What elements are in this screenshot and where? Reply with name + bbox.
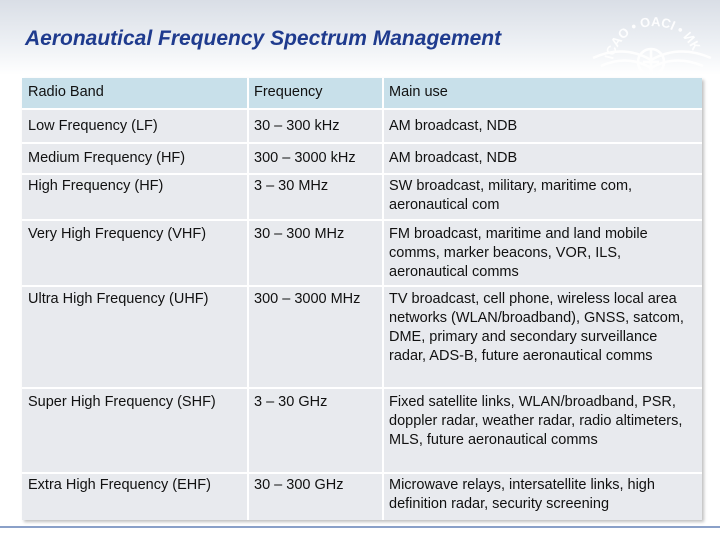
frequency-cell: 30 – 300 GHz <box>254 477 344 493</box>
use-cell: FM broadcast, maritime and land mobile c… <box>389 226 648 280</box>
table-row: Super High Frequency (SHF) 3 – 30 GHz Fi… <box>22 389 702 474</box>
header-radio-band: Radio Band <box>28 84 104 100</box>
use-cell: Microwave relays, intersatellite links, … <box>389 477 655 512</box>
table-row: Very High Frequency (VHF) 30 – 300 MHz F… <box>22 221 702 287</box>
frequency-cell: 30 – 300 MHz <box>254 226 345 242</box>
frequency-table: Radio Band Frequency Main use Low Freque… <box>22 78 702 520</box>
header-main-use: Main use <box>389 84 448 100</box>
table-row: High Frequency (HF) 3 – 30 MHz SW broadc… <box>22 175 702 221</box>
column-divider <box>382 78 384 520</box>
use-cell: Fixed satellite links, WLAN/broadband, P… <box>389 394 683 448</box>
footer-rule <box>0 526 720 528</box>
frequency-cell: 30 – 300 kHz <box>254 118 340 134</box>
band-cell: Ultra High Frequency (UHF) <box>28 291 209 307</box>
band-cell: Medium Frequency (HF) <box>28 150 186 166</box>
table-row: Low Frequency (LF) 30 – 300 kHz AM broad… <box>22 110 702 144</box>
use-cell: AM broadcast, NDB <box>389 150 518 166</box>
band-cell: Very High Frequency (VHF) <box>28 226 207 242</box>
use-cell: TV broadcast, cell phone, wireless local… <box>389 291 684 364</box>
band-cell: Low Frequency (LF) <box>28 118 158 134</box>
table-row: Ultra High Frequency (UHF) 300 – 3000 MH… <box>22 287 702 389</box>
table-header-row: Radio Band Frequency Main use <box>22 78 702 110</box>
table-row: Medium Frequency (HF) 300 – 3000 kHz AM … <box>22 144 702 175</box>
frequency-cell: 3 – 30 GHz <box>254 394 328 410</box>
frequency-cell: 300 – 3000 kHz <box>254 150 356 166</box>
frequency-cell: 300 – 3000 MHz <box>254 291 361 307</box>
slide-title: Aeronautical Frequency Spectrum Manageme… <box>25 27 502 50</box>
column-divider <box>247 78 249 520</box>
frequency-cell: 3 – 30 MHz <box>254 178 329 194</box>
icao-logo: ICAO • OACI • ИКАО <box>583 0 712 80</box>
table-row: Extra High Frequency (EHF) 30 – 300 GHz … <box>22 474 702 520</box>
band-cell: Super High Frequency (SHF) <box>28 394 216 410</box>
use-cell: SW broadcast, military, maritime com, ae… <box>389 178 633 213</box>
band-cell: High Frequency (HF) <box>28 178 164 194</box>
use-cell: AM broadcast, NDB <box>389 118 518 134</box>
band-cell: Extra High Frequency (EHF) <box>28 477 211 493</box>
header-frequency: Frequency <box>254 84 323 100</box>
header-band <box>0 0 720 75</box>
